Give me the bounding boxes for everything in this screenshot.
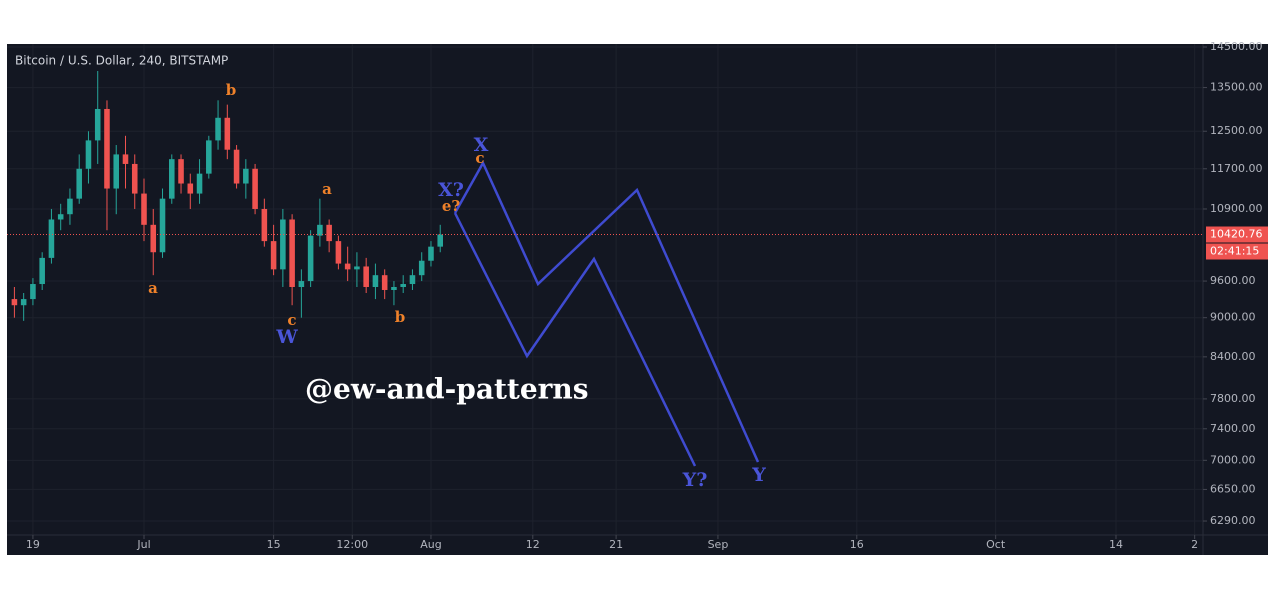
- wave-label: X: [474, 134, 489, 156]
- candle-body: [141, 193, 147, 225]
- x-tick-label: Oct: [986, 538, 1006, 551]
- y-tick-label: 7800.00: [1210, 392, 1256, 405]
- x-tick-label: 2: [1191, 538, 1198, 551]
- candle-body: [437, 234, 444, 247]
- wave-label: c: [287, 311, 296, 329]
- candle-body: [317, 224, 323, 236]
- candle-body: [224, 117, 231, 150]
- x-tick-label: 14: [1109, 538, 1123, 551]
- candle-body: [104, 108, 110, 189]
- x-tick-label: 16: [850, 538, 864, 551]
- candle-body: [298, 281, 305, 288]
- x-tick-label: Sep: [708, 538, 729, 551]
- candle-body: [391, 287, 397, 290]
- x-tick-label: Aug: [420, 538, 441, 551]
- x-tick-label: 12: [526, 538, 540, 551]
- candle-body: [261, 208, 268, 242]
- candle-body: [233, 149, 240, 184]
- watermark: @ew-and-patterns: [305, 373, 589, 406]
- wave-label: W: [275, 326, 298, 348]
- candle-body: [307, 235, 314, 282]
- projection-path: [453, 160, 760, 463]
- candle-body: [196, 173, 203, 194]
- candle-body: [354, 266, 360, 270]
- candle-body: [215, 117, 221, 141]
- candle-body: [363, 266, 369, 288]
- candle-body: [94, 108, 101, 141]
- candle-body: [252, 168, 258, 209]
- candle-body: [67, 198, 73, 215]
- candle-body: [20, 299, 27, 306]
- y-tick-label: 7000.00: [1210, 453, 1256, 466]
- candle-body: [418, 260, 425, 276]
- wave-label: c: [475, 149, 484, 167]
- wave-label: a: [322, 180, 332, 198]
- countdown-label: 02:41:15: [1210, 244, 1259, 257]
- candle-body: [326, 224, 332, 242]
- candle-body: [159, 198, 166, 253]
- wave-label: e?: [442, 197, 461, 215]
- x-tick-label: 15: [267, 538, 281, 551]
- wave-label: Y: [751, 464, 766, 486]
- x-tick-label: 21: [609, 538, 623, 551]
- chart-background: [7, 44, 1268, 555]
- projection-path: [453, 212, 697, 467]
- candle-body: [85, 140, 92, 169]
- chart-title: Bitcoin / U.S. Dollar, 240, BITSTAMP: [15, 54, 228, 68]
- candle-body: [270, 241, 277, 270]
- x-tick-label: 12:00: [336, 538, 368, 551]
- candle-body: [372, 275, 379, 288]
- candle-body: [122, 154, 129, 164]
- candle-body: [57, 214, 64, 220]
- candle-body: [381, 275, 388, 290]
- y-tick-label: 13500.00: [1210, 81, 1263, 94]
- y-tick-label: 7400.00: [1210, 422, 1256, 435]
- y-tick-label: 11700.00: [1210, 162, 1263, 175]
- candle-body: [39, 257, 45, 285]
- wave-label: a: [148, 279, 158, 297]
- candle-body: [131, 163, 138, 194]
- candle-body: [168, 159, 175, 199]
- y-tick-label: 9600.00: [1210, 274, 1256, 287]
- last-price-box: [1206, 226, 1268, 243]
- candle-body: [335, 241, 342, 264]
- wave-label: X?: [438, 179, 464, 201]
- candle-body: [344, 263, 351, 270]
- candle-body: [428, 246, 434, 261]
- wave-label: b: [395, 308, 406, 326]
- last-price-label: 10420.76: [1210, 227, 1263, 240]
- y-tick-label: 9000.00: [1210, 311, 1256, 324]
- candle-body: [113, 154, 120, 189]
- y-tick-label: 10900.00: [1210, 202, 1263, 215]
- candle-body: [400, 284, 406, 288]
- y-tick-label: 12500.00: [1210, 124, 1263, 137]
- wave-label: b: [226, 81, 237, 99]
- candle-body: [178, 159, 184, 184]
- y-tick-label: 6650.00: [1210, 482, 1256, 495]
- countdown-box: [1206, 243, 1268, 260]
- y-tick-label: 14500.00: [1210, 40, 1263, 53]
- candle-body: [150, 224, 157, 253]
- x-tick-label: Jul: [136, 538, 150, 551]
- candle-body: [187, 183, 194, 194]
- candle-body: [76, 168, 82, 199]
- y-tick-label: 8400.00: [1210, 350, 1256, 363]
- candle-body: [48, 219, 55, 258]
- candle-body: [30, 284, 36, 300]
- candle-body: [243, 168, 249, 184]
- candle-body: [11, 299, 18, 306]
- candles: [11, 70, 444, 321]
- candle-body: [206, 140, 212, 174]
- candle-body: [409, 275, 416, 285]
- candle-body: [280, 219, 286, 270]
- wave-label: Y?: [682, 469, 708, 491]
- x-tick-label: 19: [26, 538, 40, 551]
- candle-body: [289, 219, 295, 288]
- y-tick-label: 6290.00: [1210, 514, 1256, 527]
